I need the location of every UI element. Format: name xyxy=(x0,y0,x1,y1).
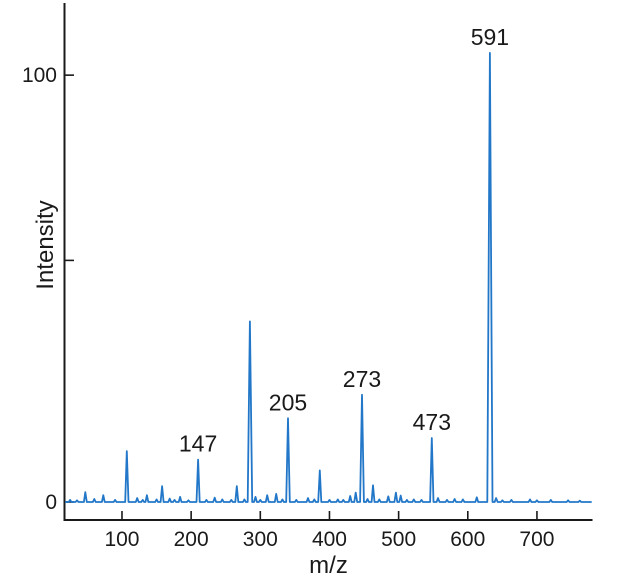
x-tick-label: 500 xyxy=(381,528,416,551)
peak-label: 147 xyxy=(179,431,217,457)
x-tick-label: 400 xyxy=(312,528,347,551)
x-tick-label: 300 xyxy=(243,528,278,551)
y-axis-label: Intensity xyxy=(32,200,59,289)
peak-label: 591 xyxy=(471,24,509,50)
spectrum-line xyxy=(65,52,592,503)
peak-label: 473 xyxy=(413,409,451,435)
peak-label: 205 xyxy=(269,389,307,415)
x-tick-label: 200 xyxy=(174,528,209,551)
y-tick-label: 100 xyxy=(22,64,57,87)
peak-label: 273 xyxy=(343,366,381,392)
x-axis-label: m/z xyxy=(309,552,348,579)
x-tick-label: 600 xyxy=(450,528,485,551)
y-tick-label: 0 xyxy=(45,491,57,514)
x-tick-label: 700 xyxy=(519,528,554,551)
x-tick-label: 100 xyxy=(104,528,139,551)
